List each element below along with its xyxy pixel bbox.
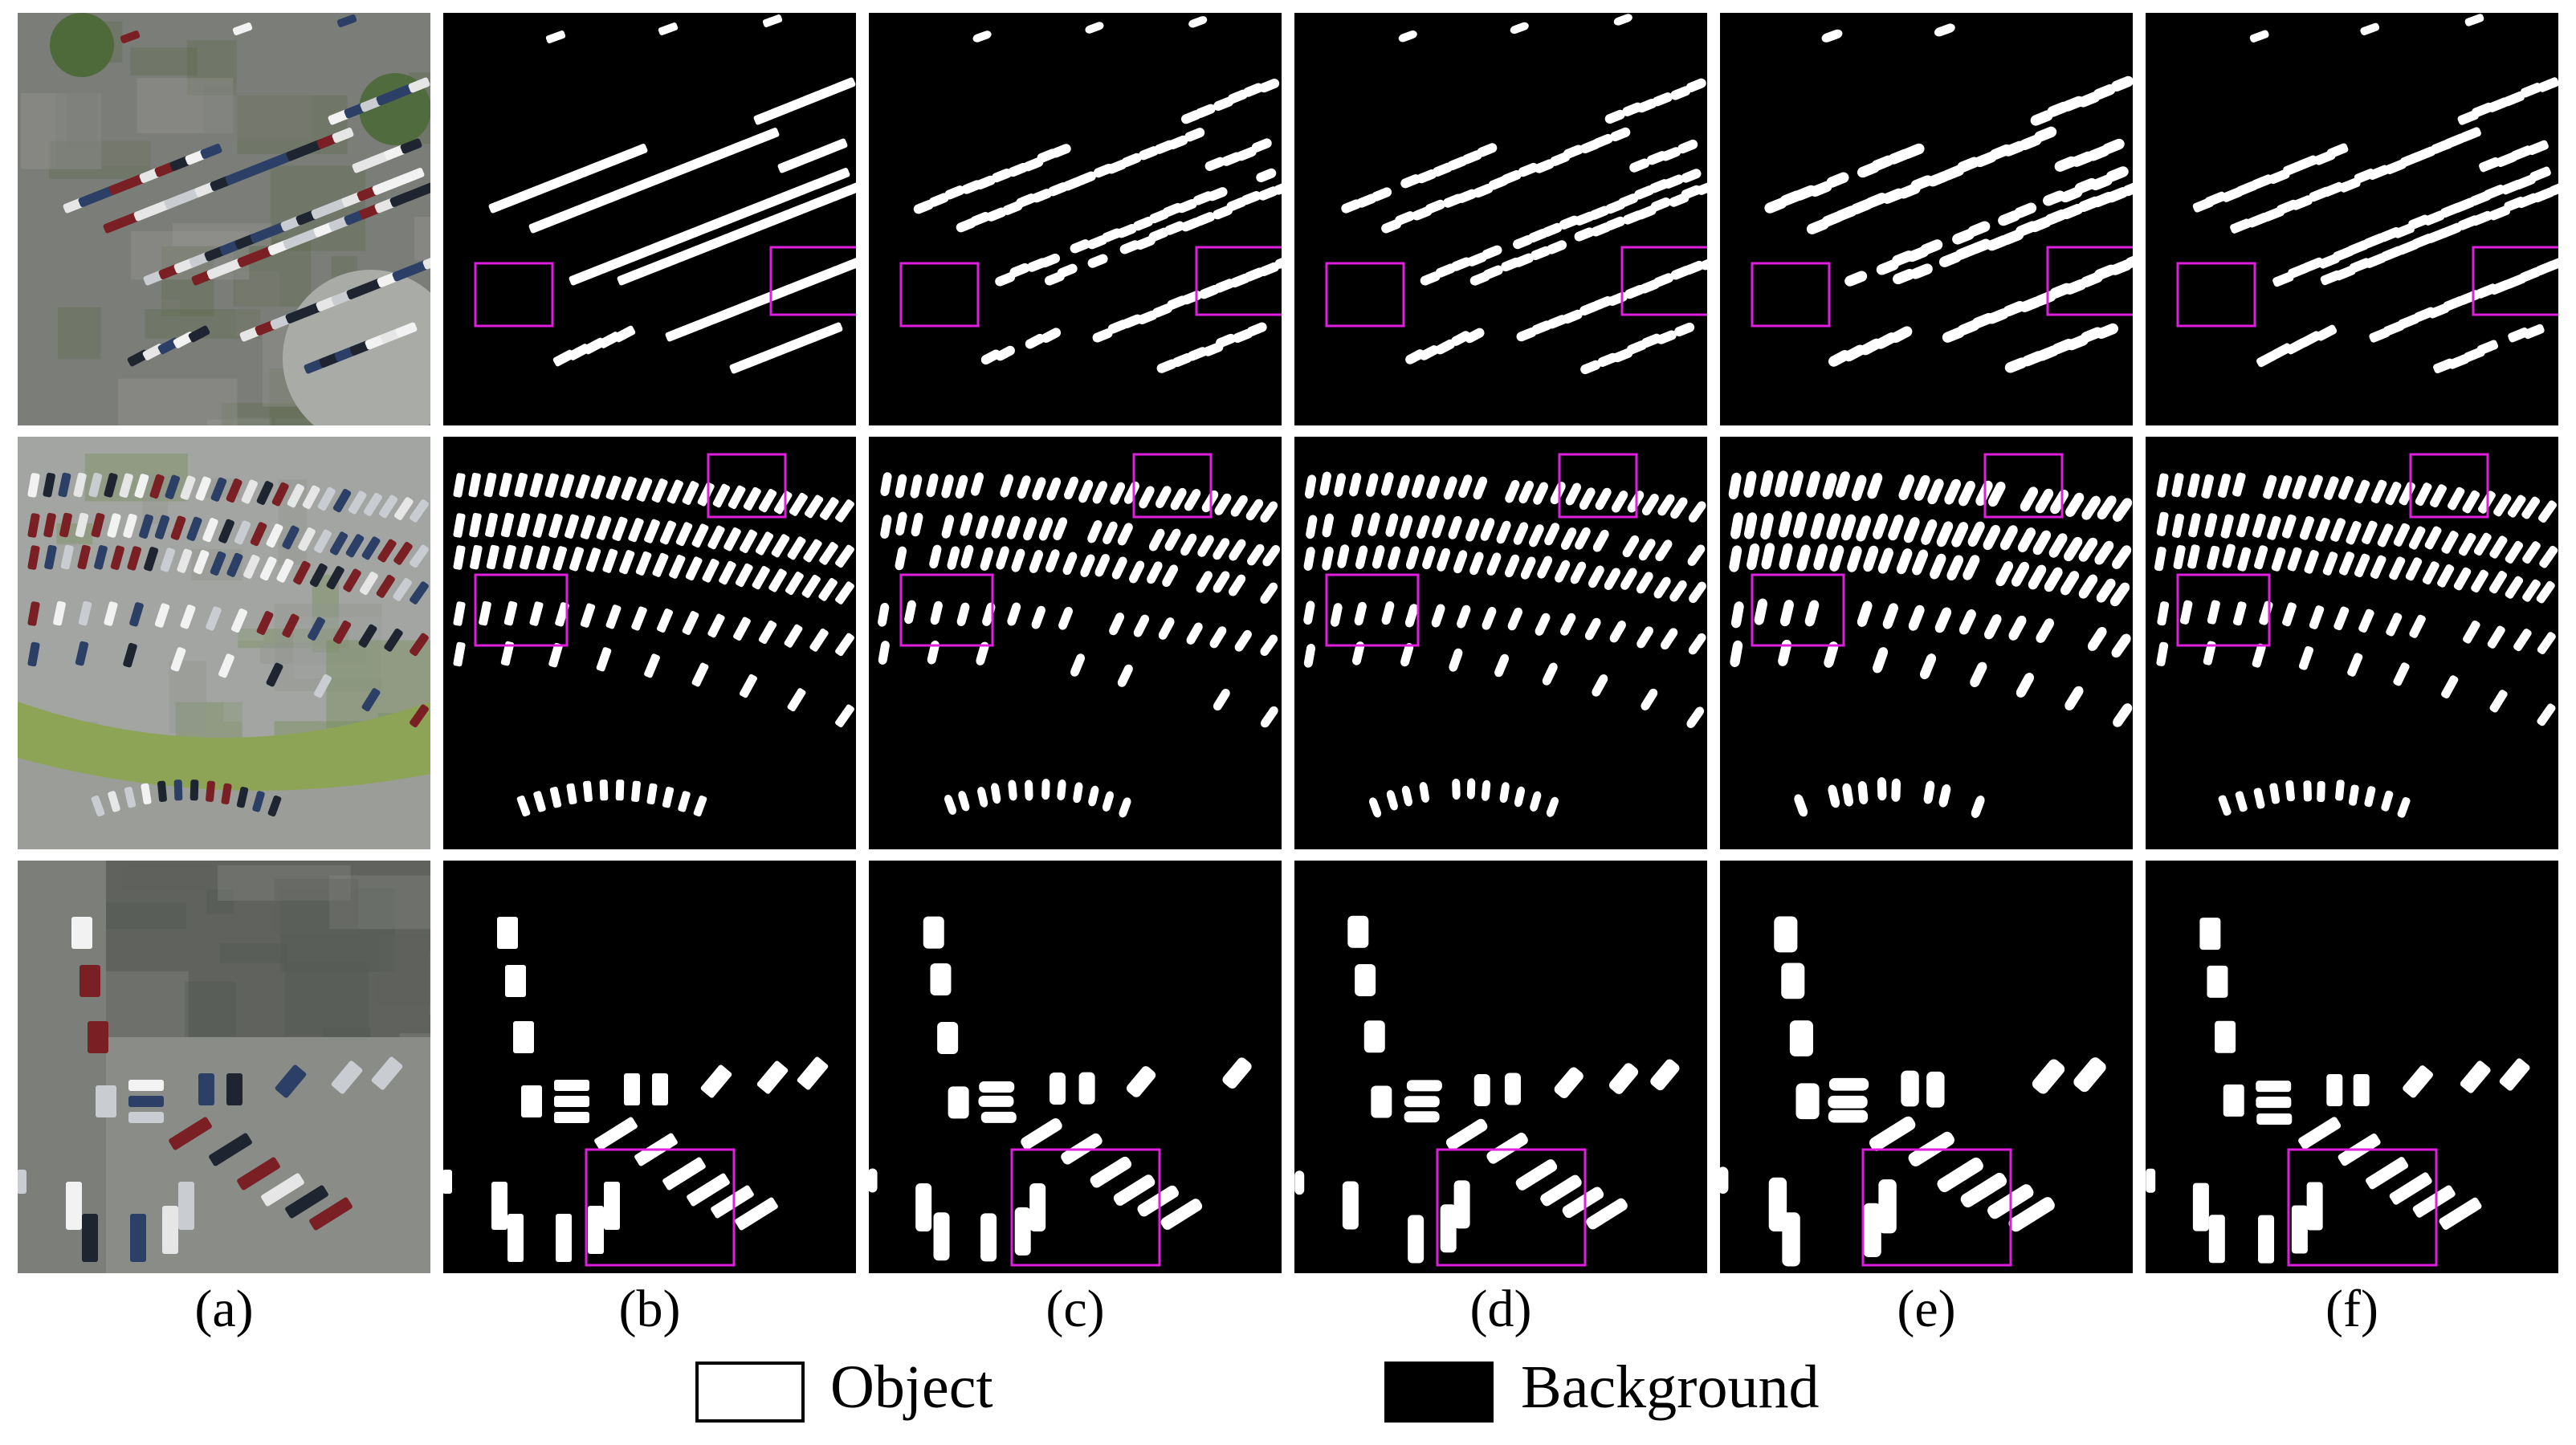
panel-graphic xyxy=(878,453,1281,818)
column-label-c: (c) xyxy=(1045,1280,1105,1338)
panel-graphic xyxy=(1728,453,2133,818)
segmentation-mask-row3-b xyxy=(443,861,856,1273)
panel-graphic xyxy=(18,13,430,425)
panel-graphic xyxy=(1325,14,1707,375)
column-label-b: (b) xyxy=(618,1280,681,1338)
aerial-image-row2-a xyxy=(18,437,430,849)
panel-graphic xyxy=(899,16,1282,373)
panel-graphic xyxy=(1751,23,2133,373)
column-label-a: (a) xyxy=(194,1280,254,1338)
panel-graphic xyxy=(18,861,430,1273)
segmentation-mask-row1-b xyxy=(443,13,856,425)
segmentation-mask-row1-e xyxy=(1720,13,2133,425)
segmentation-mask-row2-d xyxy=(1294,437,1707,849)
panel-graphic xyxy=(869,916,1252,1267)
segmentation-mask-row2-c xyxy=(869,437,1282,849)
panel-graphic xyxy=(2154,453,2558,818)
segmentation-mask-row1-c xyxy=(869,13,1282,425)
column-label-f: (f) xyxy=(2325,1280,2378,1338)
panel-graphic xyxy=(2146,918,2530,1267)
segmentation-mask-row2-b xyxy=(443,437,856,849)
legend-object-swatch xyxy=(695,1362,805,1423)
legend-background-swatch xyxy=(1384,1362,1494,1423)
panel-graphic xyxy=(1303,453,1706,818)
panel-graphic xyxy=(1294,915,1680,1267)
segmentation-mask-row3-d xyxy=(1294,861,1707,1273)
segmentation-mask-row2-e xyxy=(1720,437,2133,849)
segmentation-mask-row3-e xyxy=(1720,861,2133,1273)
panel-graphic xyxy=(2176,14,2558,374)
segmentation-mask-row1-d xyxy=(1294,13,1707,425)
segmentation-mask-row3-f xyxy=(2146,861,2558,1273)
panel-graphic xyxy=(1720,916,2106,1267)
column-label-e: (e) xyxy=(1897,1280,1956,1338)
segmentation-mask-row1-f xyxy=(2146,13,2558,425)
column-label-d: (d) xyxy=(1469,1280,1532,1338)
panel-graphic xyxy=(453,453,854,817)
panel-graphic xyxy=(18,437,430,849)
legend-background-label: Background xyxy=(1521,1353,1820,1421)
aerial-image-row1-a xyxy=(18,13,430,425)
segmentation-mask-row2-f xyxy=(2146,437,2558,849)
segmentation-mask-row3-c xyxy=(869,861,1282,1273)
panel-graphic xyxy=(443,917,829,1267)
panel-graphic xyxy=(474,14,856,374)
legend-object-label: Object xyxy=(830,1353,993,1421)
aerial-image-row3-a xyxy=(18,861,430,1273)
